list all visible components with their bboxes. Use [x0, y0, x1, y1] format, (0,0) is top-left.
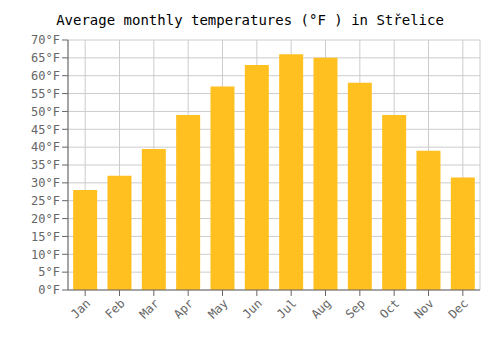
- svg-text:65°F: 65°F: [31, 51, 60, 65]
- svg-text:Feb: Feb: [102, 296, 127, 321]
- svg-text:May: May: [205, 296, 230, 321]
- svg-text:Jun: Jun: [240, 296, 265, 321]
- svg-text:25°F: 25°F: [31, 194, 60, 208]
- svg-text:5°F: 5°F: [38, 265, 60, 279]
- svg-text:35°F: 35°F: [31, 158, 60, 172]
- svg-text:45°F: 45°F: [31, 123, 60, 137]
- svg-text:Apr: Apr: [171, 296, 196, 321]
- svg-text:Oct: Oct: [377, 296, 402, 321]
- svg-text:55°F: 55°F: [31, 87, 60, 101]
- svg-text:10°F: 10°F: [31, 248, 60, 262]
- svg-text:Sep: Sep: [343, 296, 368, 321]
- svg-text:15°F: 15°F: [31, 230, 60, 244]
- svg-text:Dec: Dec: [446, 296, 471, 321]
- svg-text:Mar: Mar: [137, 296, 162, 321]
- svg-text:Nov: Nov: [411, 296, 436, 321]
- svg-text:60°F: 60°F: [31, 69, 60, 83]
- html-text:Average monthly temperatures (: Average monthly temperatures (°F ) in St…: [56, 12, 444, 28]
- svg-text:20°F: 20°F: [31, 212, 60, 226]
- svg-text:Jul: Jul: [274, 296, 299, 321]
- svg-text:Jan: Jan: [68, 296, 93, 321]
- svg-text:70°F: 70°F: [31, 33, 60, 47]
- svg-text:Aug: Aug: [308, 296, 333, 321]
- svg-text:0°F: 0°F: [38, 283, 60, 297]
- svg-text:30°F: 30°F: [31, 176, 60, 190]
- svg-text:40°F: 40°F: [31, 140, 60, 154]
- svg-text:50°F: 50°F: [31, 105, 60, 119]
